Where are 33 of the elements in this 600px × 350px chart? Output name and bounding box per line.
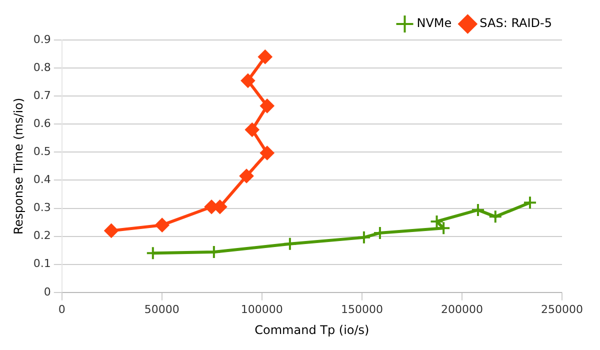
point	[260, 146, 274, 160]
point	[245, 122, 260, 137]
legend-label: SAS: RAID-5	[480, 16, 552, 30]
point	[356, 230, 371, 244]
y-tick-label: 0.8	[33, 60, 51, 74]
y-tick-label: 0.4	[33, 173, 51, 186]
point	[522, 196, 537, 210]
point	[240, 74, 255, 88]
x-tick-label: 100000	[240, 302, 283, 316]
y-axis-title: Response Time (ms/io)	[11, 98, 26, 235]
point	[470, 202, 485, 217]
y-tick-label: 0.1	[33, 257, 51, 270]
legend-label: NVMe	[416, 16, 452, 30]
point	[488, 210, 502, 224]
y-tick-label: 0	[44, 285, 51, 298]
point	[282, 236, 297, 251]
point	[240, 169, 254, 184]
y-tick-label: 0.6	[33, 116, 51, 130]
point	[104, 224, 118, 238]
x-tick-label: 50000	[144, 302, 180, 316]
y-tick-label: 0.3	[33, 201, 51, 214]
y-tick-label: 0.7	[33, 88, 51, 102]
point	[260, 98, 274, 113]
x-tick-label: 150000	[340, 302, 383, 316]
x-tick-label: 200000	[440, 302, 483, 316]
point	[258, 50, 272, 64]
x-axis-title: Command Tp (io/s)	[254, 322, 370, 337]
x-tick-label: 250000	[541, 302, 583, 316]
y-tick-label: 0.9	[33, 32, 51, 46]
y-tick-label: 0.5	[33, 145, 51, 158]
point	[155, 218, 170, 232]
y-tick-label: 0.2	[33, 229, 51, 242]
x-tick-label: 0	[58, 302, 66, 316]
